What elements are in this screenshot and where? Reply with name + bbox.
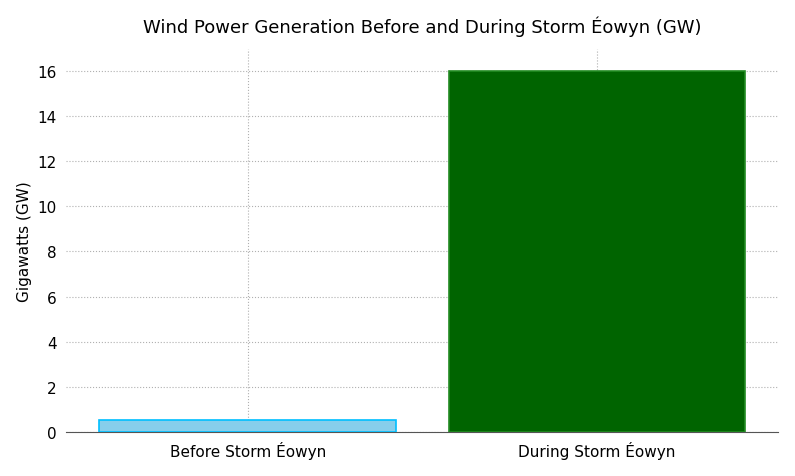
Bar: [448, 72, 745, 432]
Y-axis label: Gigawatts (GW): Gigawatts (GW): [17, 180, 32, 301]
Title: Wind Power Generation Before and During Storm Éowyn (GW): Wind Power Generation Before and During …: [143, 17, 701, 37]
Bar: [99, 420, 396, 432]
